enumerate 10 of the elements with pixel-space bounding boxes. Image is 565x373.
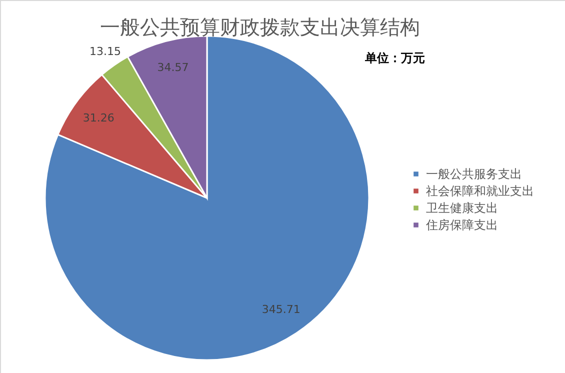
text: 单位：万元 [364, 51, 425, 65]
data-label: 34.57 [157, 60, 189, 74]
legend-label: 住房保障支出 [425, 218, 498, 232]
legend-label: 卫生健康支出 [426, 201, 498, 215]
legend-label: 社会保障和就业支出 [426, 184, 534, 198]
data-label: 345.71 [262, 303, 300, 316]
chart-title: 一般公共预算财政拨款支出决算结构 [100, 15, 420, 39]
legend-label: 一般公共服务支出 [426, 167, 522, 181]
data-label: 31.26 [82, 111, 114, 124]
data-label: 13.15 [89, 44, 121, 58]
